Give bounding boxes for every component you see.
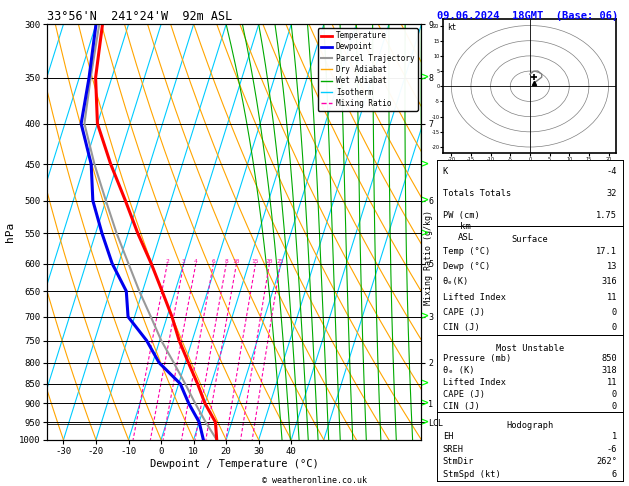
Text: Lifted Index: Lifted Index xyxy=(443,378,506,387)
Text: 2: 2 xyxy=(165,259,169,263)
Text: StmSpd (kt): StmSpd (kt) xyxy=(443,470,501,479)
Y-axis label: hPa: hPa xyxy=(4,222,14,242)
Text: θₑ (K): θₑ (K) xyxy=(443,366,474,375)
Text: 0: 0 xyxy=(612,308,617,317)
Text: Surface: Surface xyxy=(511,235,548,244)
Text: Temp (°C): Temp (°C) xyxy=(443,247,490,256)
Text: 10: 10 xyxy=(233,259,240,263)
Text: 316: 316 xyxy=(601,278,617,286)
Text: 0: 0 xyxy=(612,402,617,411)
Text: 11: 11 xyxy=(606,378,617,387)
Text: 20: 20 xyxy=(265,259,273,263)
Text: >: > xyxy=(421,72,428,83)
Text: EH: EH xyxy=(443,432,454,441)
Text: 0: 0 xyxy=(612,323,617,332)
Text: 1: 1 xyxy=(612,432,617,441)
Text: 262°: 262° xyxy=(596,457,617,467)
Y-axis label: km
ASL: km ASL xyxy=(457,223,474,242)
Text: 1.75: 1.75 xyxy=(596,210,617,220)
Text: K: K xyxy=(443,167,448,176)
Text: 11: 11 xyxy=(606,293,617,302)
Text: Hodograph: Hodograph xyxy=(506,421,554,430)
X-axis label: Dewpoint / Temperature (°C): Dewpoint / Temperature (°C) xyxy=(150,459,319,469)
Text: SREH: SREH xyxy=(443,445,464,453)
Text: 6: 6 xyxy=(211,259,215,263)
Text: 4: 4 xyxy=(194,259,198,263)
Text: 17.1: 17.1 xyxy=(596,247,617,256)
Text: >: > xyxy=(421,312,428,322)
Text: PW (cm): PW (cm) xyxy=(443,210,479,220)
Text: 850: 850 xyxy=(601,354,617,363)
Legend: Temperature, Dewpoint, Parcel Trajectory, Dry Adiabat, Wet Adiabat, Isotherm, Mi: Temperature, Dewpoint, Parcel Trajectory… xyxy=(318,28,418,111)
Text: Pressure (mb): Pressure (mb) xyxy=(443,354,511,363)
Text: Lifted Index: Lifted Index xyxy=(443,293,506,302)
Text: 15: 15 xyxy=(252,259,259,263)
Text: Most Unstable: Most Unstable xyxy=(496,344,564,353)
Text: CIN (J): CIN (J) xyxy=(443,402,479,411)
Text: CAPE (J): CAPE (J) xyxy=(443,308,485,317)
Text: >: > xyxy=(421,228,428,239)
Text: 6: 6 xyxy=(612,470,617,479)
Text: -6: -6 xyxy=(606,445,617,453)
Text: 8: 8 xyxy=(225,259,228,263)
Text: 0: 0 xyxy=(612,390,617,399)
Text: StmDir: StmDir xyxy=(443,457,474,467)
Text: © weatheronline.co.uk: © weatheronline.co.uk xyxy=(262,476,367,485)
Text: Totals Totals: Totals Totals xyxy=(443,189,511,198)
Text: CAPE (J): CAPE (J) xyxy=(443,390,485,399)
Text: Dewp (°C): Dewp (°C) xyxy=(443,262,490,271)
Text: 09.06.2024  18GMT  (Base: 06): 09.06.2024 18GMT (Base: 06) xyxy=(437,11,618,21)
Text: >: > xyxy=(421,417,428,427)
Text: 32: 32 xyxy=(606,189,617,198)
Text: >: > xyxy=(421,399,428,408)
Text: θₑ(K): θₑ(K) xyxy=(443,278,469,286)
Text: -4: -4 xyxy=(606,167,617,176)
Text: >: > xyxy=(421,159,428,169)
Text: 25: 25 xyxy=(277,259,284,263)
Text: CIN (J): CIN (J) xyxy=(443,323,479,332)
Text: Mixing Ratio (g/kg): Mixing Ratio (g/kg) xyxy=(425,210,433,305)
Text: 13: 13 xyxy=(606,262,617,271)
Text: >: > xyxy=(421,379,428,389)
Text: 3: 3 xyxy=(182,259,186,263)
Text: 318: 318 xyxy=(601,366,617,375)
Text: 33°56'N  241°24'W  92m ASL: 33°56'N 241°24'W 92m ASL xyxy=(47,10,233,23)
Text: >: > xyxy=(421,195,428,206)
Text: kt: kt xyxy=(447,23,456,33)
